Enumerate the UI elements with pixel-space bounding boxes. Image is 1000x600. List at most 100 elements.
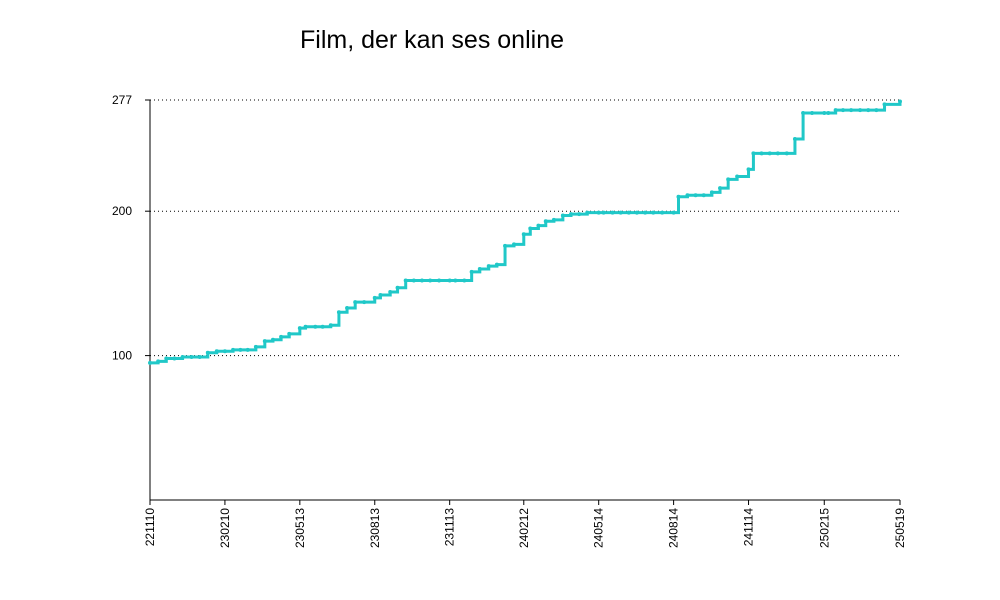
data-point	[453, 278, 458, 283]
data-point	[253, 344, 258, 349]
data-point	[245, 347, 250, 352]
data-point	[882, 102, 887, 107]
data-point	[238, 347, 243, 352]
data-point	[726, 177, 731, 182]
data-point	[388, 290, 393, 295]
data-point	[279, 334, 284, 339]
x-tick-label: 231113	[443, 508, 457, 547]
chart-title: Film, der kan ses online	[300, 26, 565, 54]
data-point	[303, 324, 308, 329]
series-layer	[148, 99, 902, 365]
data-point	[494, 262, 499, 267]
data-point	[569, 212, 574, 217]
data-point	[767, 151, 772, 156]
data-point	[503, 243, 508, 248]
x-tick-label: 221110	[143, 508, 157, 547]
data-point	[585, 210, 590, 215]
axes	[149, 100, 900, 501]
data-point	[626, 210, 631, 215]
data-point	[328, 323, 333, 328]
y-ticks: 100 200 277	[112, 93, 150, 363]
data-point	[521, 232, 526, 237]
data-point	[874, 108, 879, 113]
x-tick-label: 230210	[218, 508, 232, 548]
data-point	[512, 242, 517, 247]
x-ticks: 221110 230210 230513 230813 231113 240212 2405…	[143, 500, 907, 548]
data-point	[403, 278, 408, 283]
data-point	[222, 349, 227, 354]
data-point	[362, 300, 367, 305]
data-point	[336, 310, 341, 315]
data-point	[685, 193, 690, 198]
x-tick-label: 230513	[293, 508, 307, 548]
x-tick-label: 241114	[742, 508, 756, 547]
data-point	[262, 339, 267, 344]
x-tick-label: 240514	[592, 508, 606, 548]
data-point	[447, 278, 452, 283]
data-point	[618, 210, 623, 215]
data-point	[660, 210, 665, 215]
data-point	[560, 213, 565, 218]
data-point	[551, 217, 556, 222]
data-point	[784, 151, 789, 156]
data-point	[189, 355, 194, 360]
data-point	[709, 190, 714, 195]
data-point	[469, 269, 474, 274]
data-point	[270, 337, 275, 342]
data-point	[746, 167, 751, 172]
data-point	[849, 108, 854, 113]
data-point	[353, 300, 358, 305]
data-point	[205, 350, 210, 355]
series-line	[150, 101, 902, 365]
data-point	[822, 110, 827, 115]
data-point	[596, 210, 601, 215]
data-point	[577, 212, 582, 217]
data-point	[676, 194, 681, 199]
data-point	[801, 110, 806, 115]
y-tick-label: 200	[112, 204, 132, 218]
y-tick-label: 277	[112, 93, 132, 107]
x-tick-label: 230813	[368, 508, 382, 548]
data-point	[372, 295, 377, 300]
data-point	[172, 356, 177, 361]
data-point	[898, 99, 902, 104]
data-point	[297, 326, 302, 331]
data-point	[477, 266, 482, 271]
data-point	[156, 359, 161, 364]
data-point	[287, 331, 292, 336]
data-point	[840, 108, 845, 113]
data-point	[378, 292, 383, 297]
data-point	[462, 278, 467, 283]
data-point	[651, 210, 656, 215]
data-point	[693, 193, 698, 198]
x-tick-label: 250215	[817, 508, 831, 548]
data-point	[345, 305, 350, 310]
data-point	[428, 278, 433, 283]
data-point	[759, 151, 764, 156]
data-point	[671, 210, 676, 215]
data-point	[419, 278, 424, 283]
x-tick-label: 240814	[667, 508, 681, 548]
gridlines	[150, 99, 900, 357]
data-point	[486, 264, 491, 269]
data-point	[536, 223, 541, 228]
data-point	[180, 355, 185, 360]
data-point	[643, 210, 648, 215]
data-point	[833, 108, 838, 113]
data-point	[751, 151, 756, 156]
data-point	[528, 226, 533, 231]
data-point	[437, 278, 442, 283]
data-point	[320, 324, 325, 329]
data-point	[231, 347, 236, 352]
data-point	[543, 219, 548, 224]
data-point	[164, 356, 169, 361]
data-point	[313, 324, 318, 329]
y-tick-label: 100	[112, 349, 132, 363]
x-tick-label: 250519	[893, 508, 907, 548]
data-point	[701, 193, 706, 198]
data-point	[610, 210, 615, 215]
data-point	[197, 355, 202, 360]
data-point	[214, 349, 219, 354]
data-point	[775, 151, 780, 156]
